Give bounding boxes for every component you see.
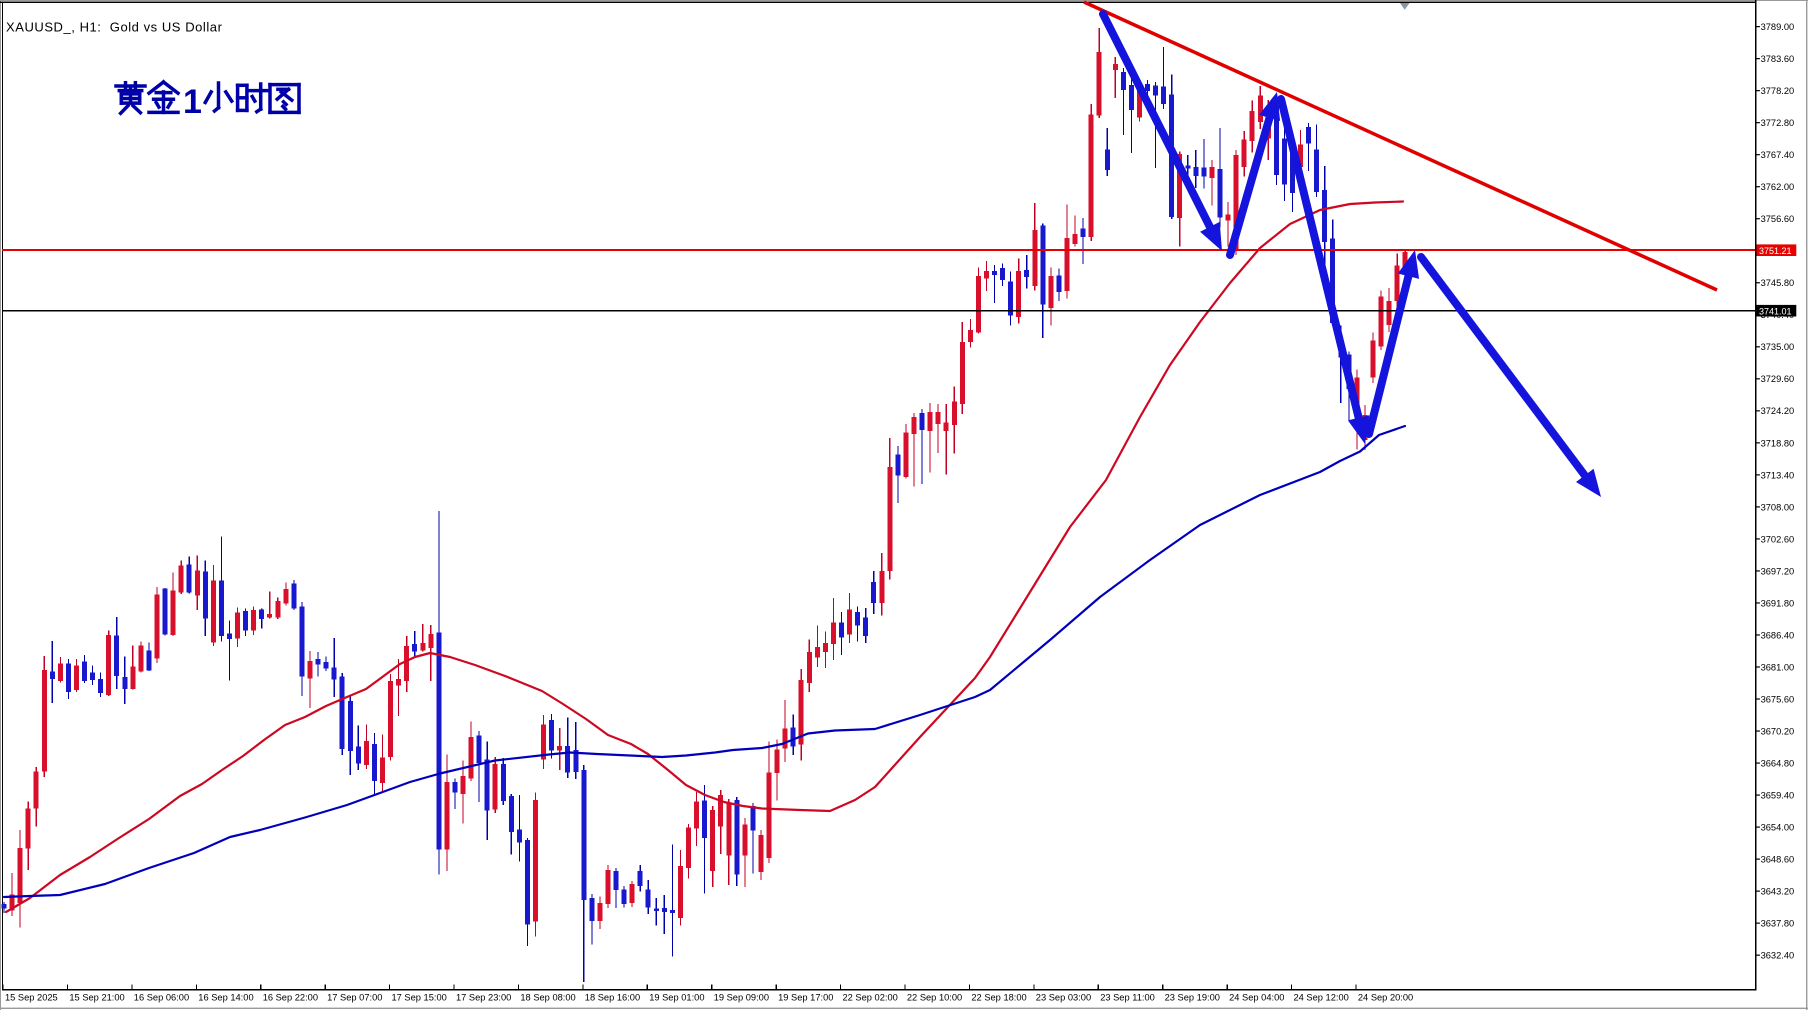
svg-text:17 Sep 15:00: 17 Sep 15:00: [392, 993, 447, 1003]
svg-text:3783.60: 3783.60: [1761, 54, 1795, 64]
svg-text:22 Sep 18:00: 22 Sep 18:00: [971, 993, 1026, 1003]
svg-text:3741.01: 3741.01: [1759, 306, 1792, 316]
svg-text:22 Sep 02:00: 22 Sep 02:00: [843, 993, 898, 1003]
svg-text:18 Sep 08:00: 18 Sep 08:00: [520, 993, 575, 1003]
svg-text:3713.40: 3713.40: [1761, 470, 1795, 480]
svg-text:3643.20: 3643.20: [1761, 887, 1795, 897]
svg-text:16 Sep 22:00: 16 Sep 22:00: [263, 993, 318, 1003]
svg-text:23 Sep 11:00: 23 Sep 11:00: [1100, 993, 1155, 1003]
svg-text:19 Sep 17:00: 19 Sep 17:00: [778, 993, 833, 1003]
svg-text:3778.20: 3778.20: [1761, 86, 1795, 96]
svg-text:19 Sep 01:00: 19 Sep 01:00: [649, 993, 704, 1003]
svg-text:3772.80: 3772.80: [1761, 118, 1795, 128]
svg-text:3681.00: 3681.00: [1761, 662, 1795, 672]
svg-text:17 Sep 07:00: 17 Sep 07:00: [327, 993, 382, 1003]
svg-text:3702.60: 3702.60: [1761, 534, 1795, 544]
svg-text:3756.60: 3756.60: [1761, 214, 1795, 224]
svg-text:16 Sep 06:00: 16 Sep 06:00: [134, 993, 189, 1003]
svg-text:24 Sep 12:00: 24 Sep 12:00: [1294, 993, 1349, 1003]
svg-text:3729.60: 3729.60: [1761, 374, 1795, 384]
svg-text:3767.40: 3767.40: [1761, 150, 1795, 160]
svg-text:24 Sep 20:00: 24 Sep 20:00: [1358, 993, 1413, 1003]
svg-text:3659.40: 3659.40: [1761, 790, 1795, 800]
svg-text:3686.40: 3686.40: [1761, 630, 1795, 640]
svg-text:23 Sep 19:00: 23 Sep 19:00: [1165, 993, 1220, 1003]
svg-text:3762.00: 3762.00: [1761, 182, 1795, 192]
svg-text:3735.00: 3735.00: [1761, 342, 1795, 352]
svg-text:23 Sep 03:00: 23 Sep 03:00: [1036, 993, 1091, 1003]
svg-text:16 Sep 14:00: 16 Sep 14:00: [198, 993, 253, 1003]
svg-text:17 Sep 23:00: 17 Sep 23:00: [456, 993, 511, 1003]
svg-text:18 Sep 16:00: 18 Sep 16:00: [585, 993, 640, 1003]
svg-text:19 Sep 09:00: 19 Sep 09:00: [714, 993, 769, 1003]
svg-text:22 Sep 10:00: 22 Sep 10:00: [907, 993, 962, 1003]
svg-text:3670.20: 3670.20: [1761, 726, 1795, 736]
svg-text:3675.60: 3675.60: [1761, 694, 1795, 704]
svg-text:15 Sep 21:00: 15 Sep 21:00: [69, 993, 124, 1003]
svg-text:3745.80: 3745.80: [1761, 278, 1795, 288]
svg-text:3697.20: 3697.20: [1761, 566, 1795, 576]
svg-text:3664.80: 3664.80: [1761, 758, 1795, 768]
svg-text:3632.40: 3632.40: [1761, 951, 1795, 961]
svg-text:3789.00: 3789.00: [1761, 22, 1795, 32]
svg-text:3691.80: 3691.80: [1761, 598, 1795, 608]
svg-text:3654.00: 3654.00: [1761, 823, 1795, 833]
svg-text:3648.60: 3648.60: [1761, 855, 1795, 865]
svg-text:3637.80: 3637.80: [1761, 919, 1795, 929]
svg-text:15 Sep 2025: 15 Sep 2025: [5, 993, 58, 1003]
svg-text:3724.20: 3724.20: [1761, 406, 1795, 416]
svg-text:1: 1: [183, 83, 202, 121]
svg-text:3708.00: 3708.00: [1761, 502, 1795, 512]
svg-text:24 Sep 04:00: 24 Sep 04:00: [1229, 993, 1284, 1003]
svg-text:3751.21: 3751.21: [1759, 246, 1792, 256]
svg-text:3718.80: 3718.80: [1761, 438, 1795, 448]
svg-text:XAUUSD_, H1: Gold vs US Dolla: XAUUSD_, H1: Gold vs US Dollar: [6, 20, 223, 35]
